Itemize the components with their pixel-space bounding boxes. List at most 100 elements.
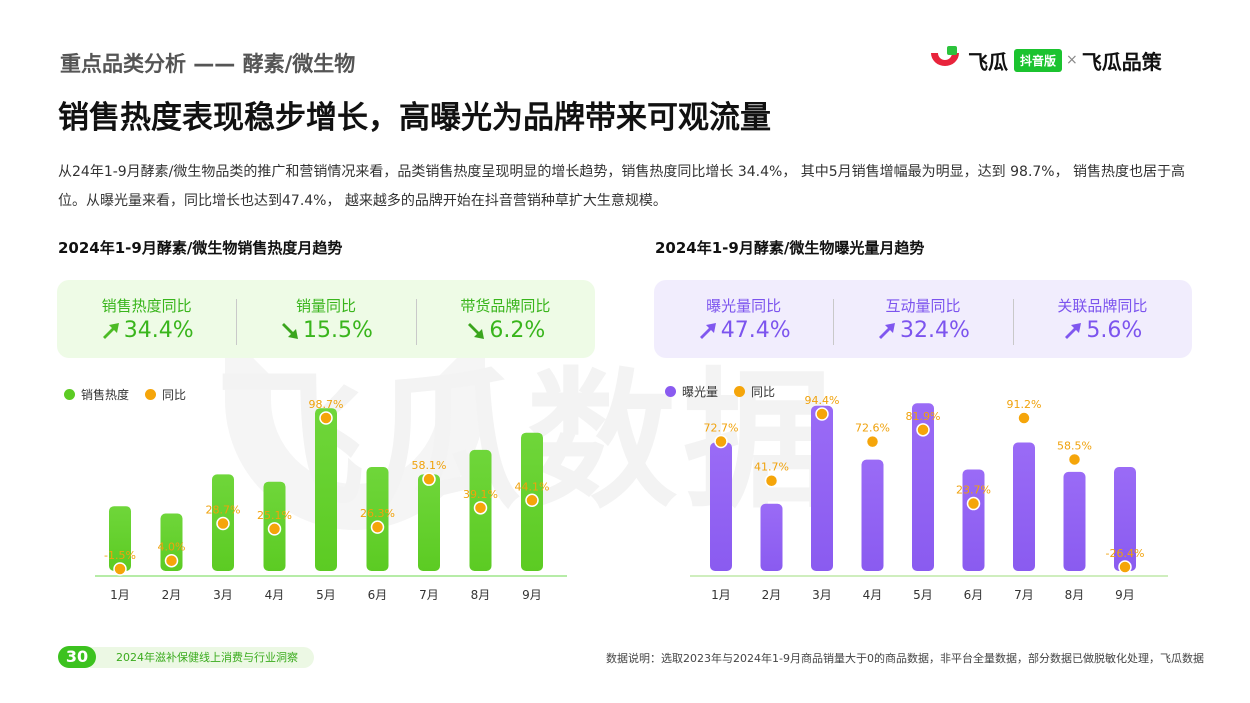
- yoy-point-9: [1118, 560, 1132, 574]
- platform-badge: 抖音版: [1014, 48, 1063, 72]
- x-tick-label: 2月: [162, 588, 182, 602]
- kpi-value: 15.5%: [303, 318, 373, 343]
- left-kpi-box: 销售热度同比 34.4% 销量同比 15.5% 带货品牌同比 6.2%: [57, 280, 595, 358]
- bar-2: [760, 503, 783, 571]
- x-tick-label: 8月: [471, 588, 491, 602]
- trend-up-arrow-icon: [102, 322, 119, 339]
- kpi-label: 销量同比: [295, 297, 356, 315]
- yoy-point-1: [113, 562, 127, 576]
- x-tick-label: 7月: [1014, 588, 1034, 602]
- x-tick-label: 2月: [762, 588, 782, 602]
- yoy-point-7: [422, 472, 436, 486]
- yoy-data-label: 23.7%: [956, 484, 991, 497]
- right-legend: 曝光量 同比: [665, 383, 791, 400]
- legend-item-bar: 曝光量: [665, 383, 718, 400]
- yoy-point-6: [966, 496, 981, 511]
- yoy-data-label: 25.1%: [257, 509, 292, 522]
- yoy-data-label: 58.1%: [412, 459, 447, 472]
- yoy-point-2: [164, 553, 179, 568]
- bar-9: [1114, 467, 1136, 571]
- legend-item-dot: 同比: [145, 386, 186, 403]
- bar-4: [861, 459, 884, 571]
- kpi-label: 互动量同比: [885, 297, 961, 315]
- kpi-value: 34.4%: [123, 318, 194, 343]
- yoy-point-8: [1067, 452, 1082, 467]
- yoy-point-9: [525, 493, 539, 508]
- x-tick-label: 6月: [368, 588, 388, 602]
- yoy-point-3: [815, 407, 829, 421]
- report-name: 2024年滋补保健线上消费与行业洞察: [90, 647, 314, 668]
- bar-5: [315, 408, 337, 571]
- x-tick-label: 9月: [1115, 588, 1135, 602]
- intro-paragraph: 从24年1-9月酵素/微生物品类的推广和营销情况来看，品类销售热度呈现明显的增长…: [58, 164, 1186, 209]
- bar-7: [1013, 442, 1035, 571]
- x-tick-label: 4月: [265, 588, 285, 602]
- bar-6: [962, 469, 985, 571]
- kpi-value: 32.4%: [900, 318, 970, 343]
- right-chart-title: 2024年1-9月酵素/微生物曝光量月趋势: [655, 239, 925, 257]
- kpi-value: 5.6%: [1086, 318, 1143, 343]
- section-tag: 重点品类分析 —— 酵素/微生物: [60, 52, 356, 76]
- yoy-point-4: [267, 522, 282, 536]
- yoy-data-label: 98.7%: [309, 398, 344, 411]
- yoy-data-label: -26.4%: [1106, 547, 1145, 560]
- yoy-data-label: 41.7%: [754, 461, 789, 474]
- kpi-exposure: 曝光量同比 47.4%: [654, 295, 833, 343]
- bar-6: [366, 467, 389, 571]
- kpi-value: 6.2%: [489, 318, 546, 343]
- x-tick-label: 5月: [913, 588, 933, 602]
- x-tick-label: 5月: [316, 588, 336, 602]
- bar-2: [160, 513, 183, 571]
- left-chart-title: 2024年1-9月酵素/微生物销售热度月趋势: [58, 239, 343, 257]
- kpi-label: 关联品牌同比: [1057, 297, 1148, 315]
- kpi-related-brands: 关联品牌同比 5.6%: [1012, 295, 1192, 345]
- yoy-data-label: 72.7%: [704, 421, 739, 434]
- yoy-data-label: 94.4%: [805, 394, 840, 407]
- yoy-data-label: 44.1%: [515, 480, 550, 493]
- yoy-point-8: [473, 501, 488, 515]
- brand-logo: 飞瓜 抖音版 × 飞瓜品策: [928, 43, 1162, 77]
- right-kpi-box: 曝光量同比 47.4% 互动量同比 32.4% 关联品牌同比 5.6%: [654, 280, 1192, 358]
- yoy-data-label: 91.2%: [1007, 398, 1042, 411]
- yoy-data-label: 81.9%: [906, 410, 941, 423]
- yoy-data-label: 26.3%: [360, 507, 395, 520]
- bar-1: [109, 506, 131, 571]
- legend-item-dot: 同比: [734, 383, 775, 400]
- right-chart: 1月 72.7% 2月 41.7% 3月 94.4% 4月 72.6% 5月 81.9% 6月 23.…: [690, 394, 1168, 602]
- yoy-point-7: [1017, 411, 1031, 425]
- yoy-point-1: [714, 434, 728, 449]
- kpi-brands: 带货品牌同比 6.2%: [415, 295, 595, 345]
- yoy-point-5: [319, 411, 333, 425]
- data-note: 数据说明：选取2023年与2024年1-9月商品销量大于0的商品数据，非平台全量…: [606, 652, 1204, 665]
- kpi-sales-volume: 销量同比 15.5%: [236, 295, 415, 345]
- yoy-point-3: [216, 516, 230, 531]
- page-number: 30: [58, 646, 96, 668]
- x-tick-label: 7月: [419, 588, 439, 602]
- yoy-point-4: [865, 434, 880, 449]
- yoy-data-label: -1.5%: [104, 549, 136, 562]
- trend-up-arrow-icon: [699, 322, 716, 339]
- yoy-point-2: [764, 473, 779, 488]
- bar-1: [710, 442, 732, 571]
- kpi-value: 47.4%: [720, 318, 791, 343]
- trend-down-arrow-icon: [282, 322, 299, 339]
- brand-a-text: 飞瓜: [968, 49, 1008, 74]
- x-tick-label: 1月: [110, 588, 130, 602]
- yoy-data-label: 4.0%: [158, 541, 186, 554]
- bar-7: [418, 474, 440, 571]
- trend-down-arrow-icon: [468, 322, 485, 339]
- page-title: 销售热度表现稳步增长，高曝光为品牌带来可观流量: [58, 100, 771, 136]
- brand-b-text: 飞瓜品策: [1081, 49, 1162, 74]
- yoy-point-6: [370, 520, 385, 534]
- x-tick-label: 4月: [863, 588, 883, 602]
- x-tick-label: 1月: [711, 588, 731, 602]
- yoy-data-label: 72.6%: [855, 422, 890, 435]
- kpi-sales-heat: 销售热度同比 34.4%: [57, 295, 236, 343]
- x-tick-label: 8月: [1065, 588, 1085, 602]
- yoy-point-5: [916, 423, 930, 437]
- bar-8: [1063, 471, 1086, 571]
- left-legend: 销售热度 同比: [64, 386, 202, 403]
- x-tick-label: 3月: [213, 588, 233, 602]
- kpi-interaction: 互动量同比 32.4%: [833, 295, 1012, 345]
- bar-5: [912, 403, 934, 571]
